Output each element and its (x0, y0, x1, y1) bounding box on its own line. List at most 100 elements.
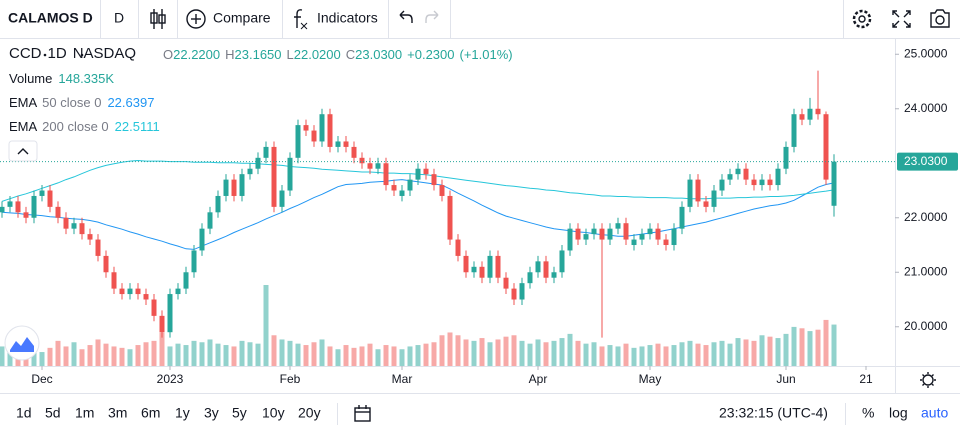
candle-body (191, 250, 197, 273)
candle-body (575, 228, 581, 240)
candle-body (319, 114, 325, 142)
candle-body (591, 228, 597, 235)
redo-icon[interactable] (425, 10, 439, 23)
ema-params: 50 close 0 (42, 95, 101, 110)
range-button[interactable]: 5d (45, 405, 61, 421)
candle-body (175, 288, 181, 295)
candle-body (703, 201, 709, 207)
ema-value: 22.5111 (115, 119, 160, 134)
volume-bar (231, 346, 237, 366)
dot (43, 53, 47, 57)
candle-body (671, 228, 677, 246)
ema-legend: EMA 200 close 0 22.5111 (9, 119, 160, 134)
volume-bar (743, 339, 749, 366)
log-scale-button[interactable]: log (889, 405, 908, 421)
volume-bar (191, 340, 197, 366)
range-button[interactable]: 3m (108, 405, 127, 421)
volume-bar (199, 342, 205, 366)
volume-bar (359, 346, 365, 366)
volume-bar (423, 343, 429, 366)
candle-body (415, 168, 421, 180)
candle-body (631, 239, 637, 246)
candle-body (647, 228, 653, 235)
symbol-button[interactable]: CALAMOS D (8, 10, 93, 26)
volume-legend: Volume 148.335K (9, 71, 114, 86)
axis-settings-icon[interactable] (920, 372, 936, 388)
candle-body (479, 266, 485, 278)
candle-body (583, 234, 589, 240)
x-tick-label: May (639, 372, 662, 386)
volume-bar (151, 340, 157, 366)
volume-bar (591, 342, 597, 366)
volume-bar (407, 346, 413, 366)
volume-bar (647, 345, 653, 366)
volume-bar (279, 339, 285, 366)
candle-body (439, 185, 445, 196)
undo-icon[interactable] (399, 10, 413, 23)
range-button[interactable]: 3y (204, 405, 219, 421)
candle-body (423, 168, 429, 175)
volume-bar (399, 349, 405, 366)
range-button[interactable]: 1y (175, 405, 190, 421)
volume-bar (295, 343, 301, 366)
candle-body (7, 201, 13, 207)
volume-bar (319, 339, 325, 366)
indicators-button[interactable]: Indicators (317, 10, 378, 26)
interval-button[interactable]: D (114, 10, 124, 26)
candle-body (783, 146, 789, 169)
indicators-icon[interactable] (294, 9, 308, 30)
auto-scale-button[interactable]: auto (921, 405, 948, 421)
compare-icon[interactable] (186, 9, 206, 29)
candle-body (615, 223, 621, 229)
candle-body (287, 157, 293, 191)
volume-bar (455, 335, 461, 366)
candle-body (295, 125, 301, 158)
range-button[interactable]: 1m (75, 405, 94, 421)
volume-bar (775, 338, 781, 366)
screenshot-icon[interactable] (930, 9, 950, 28)
candle-body (743, 168, 749, 180)
candle-body (79, 223, 85, 235)
volume-bar (751, 340, 757, 366)
range-button[interactable]: 6m (141, 405, 160, 421)
candle-body (207, 212, 213, 229)
volume-bar (391, 346, 397, 366)
volume-bar (807, 331, 813, 366)
candle-body (135, 288, 141, 295)
y-tick-label: 24.0000 (904, 101, 948, 115)
candle-body (711, 190, 717, 207)
fullscreen-icon[interactable] (892, 10, 911, 28)
volume-bar (343, 345, 349, 366)
l-value: 22.0200 (294, 47, 341, 62)
range-button[interactable]: 5y (232, 405, 247, 421)
volume-bar (583, 343, 589, 366)
volume-bar (623, 343, 629, 366)
range-button[interactable]: 10y (262, 405, 285, 421)
range-button[interactable]: 1d (16, 405, 32, 421)
volume-bar (511, 335, 517, 366)
candle-body (303, 125, 309, 131)
volume-bar (447, 332, 453, 366)
percent-scale-button[interactable]: % (862, 405, 874, 421)
volume-bar (143, 342, 149, 366)
logo[interactable] (4, 325, 40, 361)
volume-bar (703, 345, 709, 366)
volume-bar (239, 340, 245, 366)
ohlc-legend: O22.2200 H23.1650 L22.0200 C23.0300 +0.2300 (… (163, 47, 513, 62)
settings-icon[interactable] (852, 9, 872, 29)
l-label: L (287, 47, 294, 62)
chart-style-icon[interactable] (150, 9, 166, 29)
candle-body (279, 190, 285, 207)
candle-body (215, 195, 221, 213)
volume-bar (431, 342, 437, 366)
h-label: H (225, 47, 234, 62)
volume-bar (439, 335, 445, 366)
candle-body (511, 288, 517, 300)
range-button[interactable]: 20y (298, 405, 321, 421)
candle-body (735, 168, 741, 175)
compare-button[interactable]: Compare (213, 10, 271, 26)
volume-bar (599, 346, 605, 366)
date-range-icon[interactable] (354, 405, 371, 422)
candle-body (167, 294, 173, 333)
collapse-legend-button[interactable] (8, 140, 38, 162)
